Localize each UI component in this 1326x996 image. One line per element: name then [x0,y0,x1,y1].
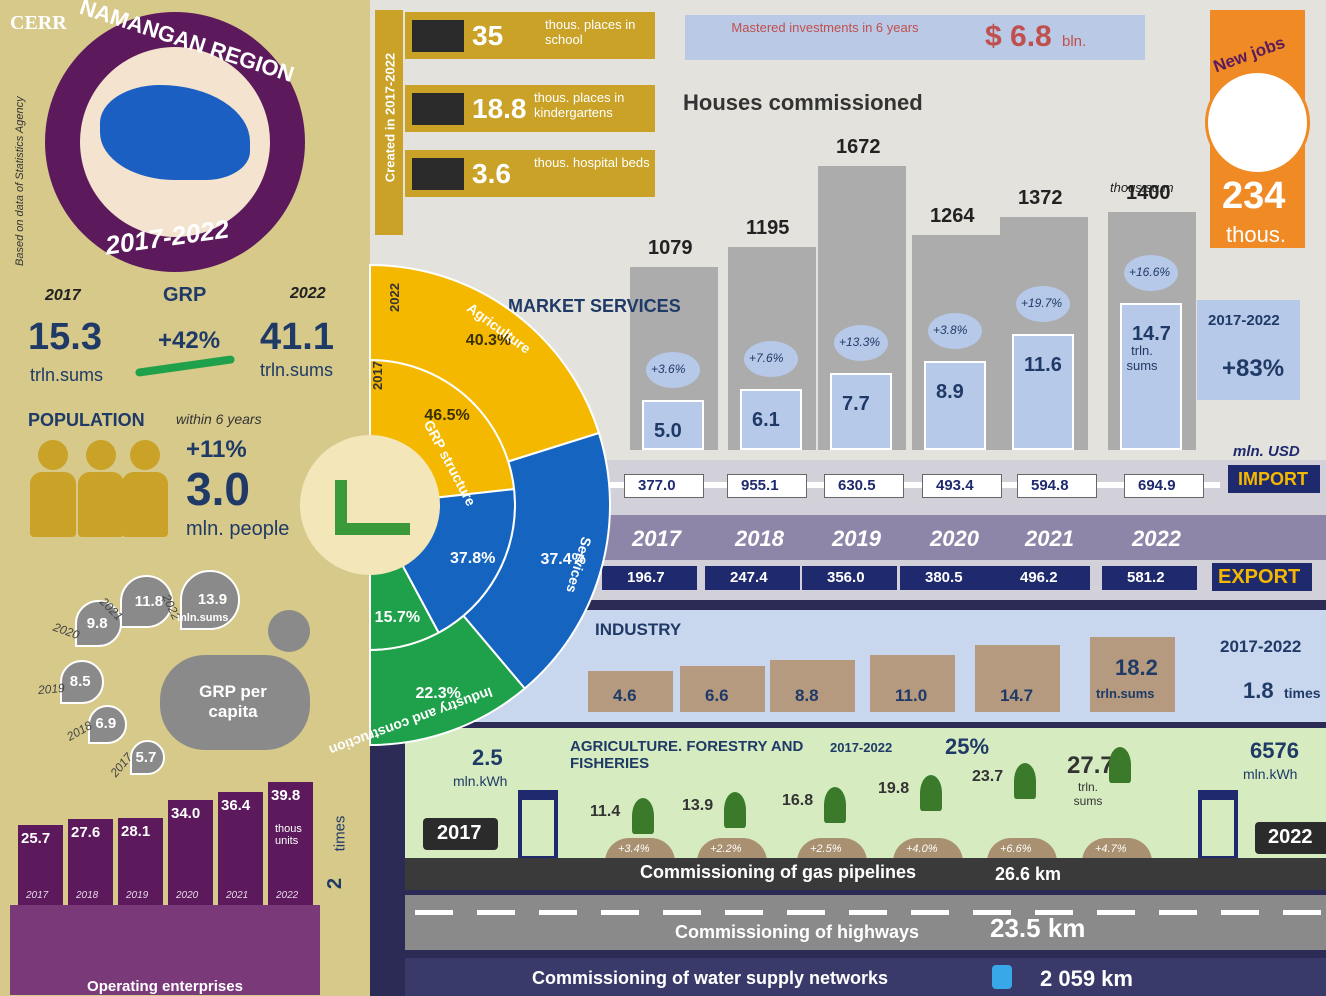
infra-value: 2 059 km [1040,966,1133,992]
elec-unit: mln.kWh [1243,766,1297,782]
industry-value: 6.6 [705,686,729,706]
infra-label: Commissioning of gas pipelines [640,862,916,883]
industry-growth: 1.8 [1243,678,1274,704]
elec-unit: mln.kWh [453,773,507,789]
industry-value: 11.0 [895,686,927,706]
agri-value: 11.4 [590,803,620,821]
sign-year: 2022 [1268,826,1313,849]
industry-period: 2017-2022 [1220,637,1301,657]
lane-dash [1159,910,1197,915]
agri-value: 19.8 [878,780,909,798]
sector-share: 37.8% [450,550,495,568]
water-icon [992,965,1012,989]
pylon [1198,790,1238,860]
sign-year: 2017 [437,822,482,845]
industry-value: 14.7 [1000,686,1033,706]
agri-value: 13.9 [682,797,713,815]
wheat-icon [1109,747,1131,783]
wheat-icon [1014,763,1036,799]
lane-dash [415,910,453,915]
agri-rate: +4.0% [906,843,938,855]
lane-dash [911,910,949,915]
agri-rate: +3.4% [618,843,650,855]
industry-value: 4.6 [613,686,637,706]
agri-value: 27.7 [1067,752,1114,780]
agri-value: 16.8 [782,792,813,810]
elec-value: 6576 [1250,738,1299,764]
industry-growth-unit: times [1284,685,1321,701]
wheat-icon [920,775,942,811]
elec-value: 2.5 [472,745,503,771]
lane-dash [1097,910,1135,915]
lane-dash [477,910,515,915]
lane-dash [601,910,639,915]
agri-growth: 25% [945,734,989,760]
infographic: CERRBased on data of Statistics AgencyNA… [0,0,1326,996]
agri-rate: +6.6% [1000,843,1032,855]
sector-share: 15.7% [375,609,420,627]
agri-rate: +2.5% [810,843,842,855]
agri-rate: +2.2% [710,843,742,855]
industry-value: 8.8 [795,686,819,706]
chart-icon [335,480,410,535]
agri-period: 2017-2022 [830,740,892,755]
agri-title: AGRICULTURE. FORESTRY AND FISHERIES [570,738,815,772]
lane-dash [663,910,701,915]
infra-label: Commissioning of highways [675,922,919,943]
infra-value: 26.6 km [995,864,1061,885]
wheat-icon [632,798,654,834]
lane-dash [539,910,577,915]
pylon [518,790,558,860]
lane-dash [725,910,763,915]
wheat-icon [724,792,746,828]
year-inner: 2017 [370,361,385,390]
lane-dash [1283,910,1321,915]
industry-unit: trln.sums [1096,686,1155,701]
lane-dash [849,910,887,915]
industry-title: INDUSTRY [595,620,681,640]
infra-value: 23.5 km [990,913,1085,944]
agri-unit: trln. sums [1068,780,1108,808]
wheat-icon [824,787,846,823]
lane-dash [1221,910,1259,915]
agri-rate: +4.7% [1095,843,1127,855]
infra-label: Commissioning of water supply networks [532,968,888,989]
agri-value: 23.7 [972,768,1003,786]
industry-value: 18.2 [1115,655,1158,681]
year-outer: 2022 [387,283,402,312]
lane-dash [787,910,825,915]
